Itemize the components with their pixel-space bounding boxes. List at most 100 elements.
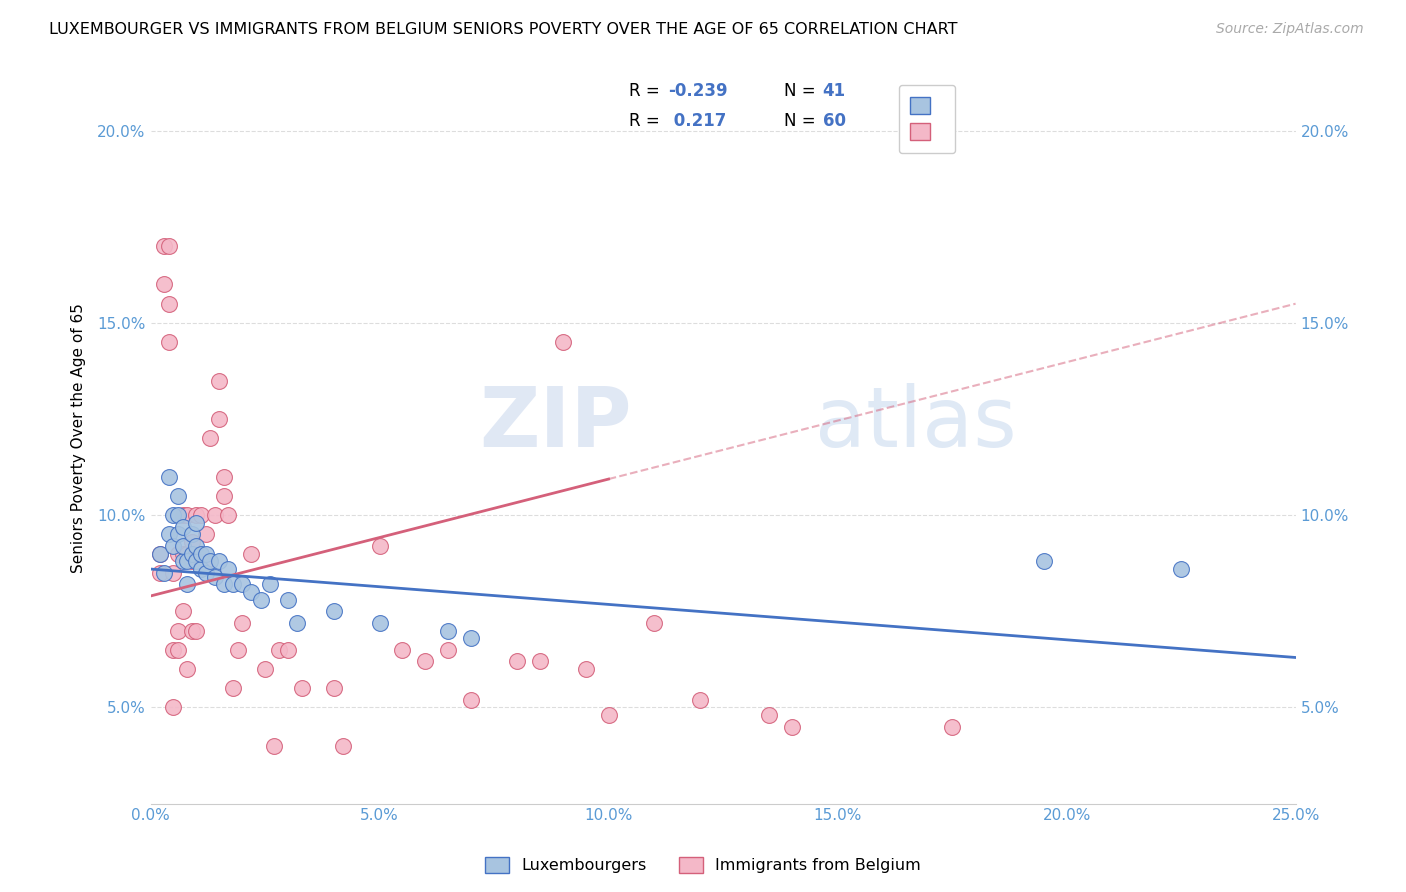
Point — [277, 642, 299, 657]
Point — [162, 642, 184, 657]
Point — [259, 577, 281, 591]
Point — [180, 554, 202, 568]
Point — [198, 554, 221, 568]
Point — [240, 547, 263, 561]
Point — [758, 708, 780, 723]
Text: 60: 60 — [823, 112, 845, 130]
Point — [186, 624, 208, 638]
Point — [176, 662, 198, 676]
Point — [254, 662, 277, 676]
Point — [368, 539, 391, 553]
Legend: Luxembourgers, Immigrants from Belgium: Luxembourgers, Immigrants from Belgium — [478, 850, 928, 880]
Point — [190, 508, 212, 523]
Point — [1170, 562, 1192, 576]
Point — [226, 642, 249, 657]
Point — [172, 508, 194, 523]
Point — [249, 592, 271, 607]
Point — [204, 508, 226, 523]
Point — [162, 700, 184, 714]
Text: N =: N = — [783, 82, 821, 101]
Point — [598, 708, 620, 723]
Point — [212, 489, 235, 503]
Point — [194, 554, 217, 568]
Point — [180, 547, 202, 561]
Point — [208, 412, 231, 426]
Point — [157, 296, 180, 310]
Point — [212, 577, 235, 591]
Point — [689, 693, 711, 707]
Point — [172, 547, 194, 561]
Point — [186, 516, 208, 530]
Point — [780, 720, 803, 734]
Point — [368, 615, 391, 630]
Point — [332, 739, 354, 753]
Text: R =: R = — [630, 82, 665, 101]
Point — [176, 554, 198, 568]
Point — [231, 577, 253, 591]
Point — [153, 566, 176, 580]
Point — [157, 335, 180, 350]
Point — [240, 585, 263, 599]
Point — [643, 615, 665, 630]
Point — [460, 693, 482, 707]
Point — [172, 520, 194, 534]
Point — [167, 547, 190, 561]
Text: LUXEMBOURGER VS IMMIGRANTS FROM BELGIUM SENIORS POVERTY OVER THE AGE OF 65 CORRE: LUXEMBOURGER VS IMMIGRANTS FROM BELGIUM … — [49, 22, 957, 37]
Y-axis label: Seniors Poverty Over the Age of 65: Seniors Poverty Over the Age of 65 — [72, 303, 86, 574]
Point — [167, 624, 190, 638]
Point — [157, 527, 180, 541]
Point — [204, 570, 226, 584]
Point — [167, 489, 190, 503]
Point — [157, 469, 180, 483]
Point — [190, 562, 212, 576]
Point — [149, 566, 172, 580]
Point — [186, 539, 208, 553]
Point — [198, 431, 221, 445]
Point — [167, 508, 190, 523]
Point — [437, 642, 460, 657]
Point — [149, 547, 172, 561]
Point — [180, 624, 202, 638]
Point — [153, 239, 176, 253]
Point — [172, 554, 194, 568]
Point — [437, 624, 460, 638]
Point — [194, 527, 217, 541]
Point — [217, 508, 239, 523]
Point — [551, 335, 574, 350]
Point — [157, 239, 180, 253]
Point — [176, 508, 198, 523]
Point — [167, 527, 190, 541]
Point — [162, 539, 184, 553]
Text: ZIP: ZIP — [479, 384, 631, 464]
Point — [162, 566, 184, 580]
Point — [1032, 554, 1054, 568]
Text: 41: 41 — [823, 82, 846, 101]
Text: Source: ZipAtlas.com: Source: ZipAtlas.com — [1216, 22, 1364, 37]
Point — [322, 604, 344, 618]
Point — [263, 739, 285, 753]
Point — [391, 642, 413, 657]
Point — [194, 547, 217, 561]
Legend: , : , — [898, 85, 955, 153]
Point — [217, 562, 239, 576]
Point — [172, 539, 194, 553]
Point — [575, 662, 598, 676]
Text: atlas: atlas — [814, 384, 1017, 464]
Point — [212, 469, 235, 483]
Point — [222, 577, 245, 591]
Text: -0.239: -0.239 — [668, 82, 728, 101]
Point — [162, 508, 184, 523]
Text: 0.217: 0.217 — [668, 112, 727, 130]
Point — [231, 615, 253, 630]
Point — [186, 508, 208, 523]
Point — [460, 632, 482, 646]
Point — [186, 554, 208, 568]
Point — [291, 681, 314, 696]
Point — [194, 566, 217, 580]
Text: N =: N = — [783, 112, 821, 130]
Point — [208, 374, 231, 388]
Point — [277, 592, 299, 607]
Point — [149, 547, 172, 561]
Point — [506, 654, 529, 668]
Point — [529, 654, 551, 668]
